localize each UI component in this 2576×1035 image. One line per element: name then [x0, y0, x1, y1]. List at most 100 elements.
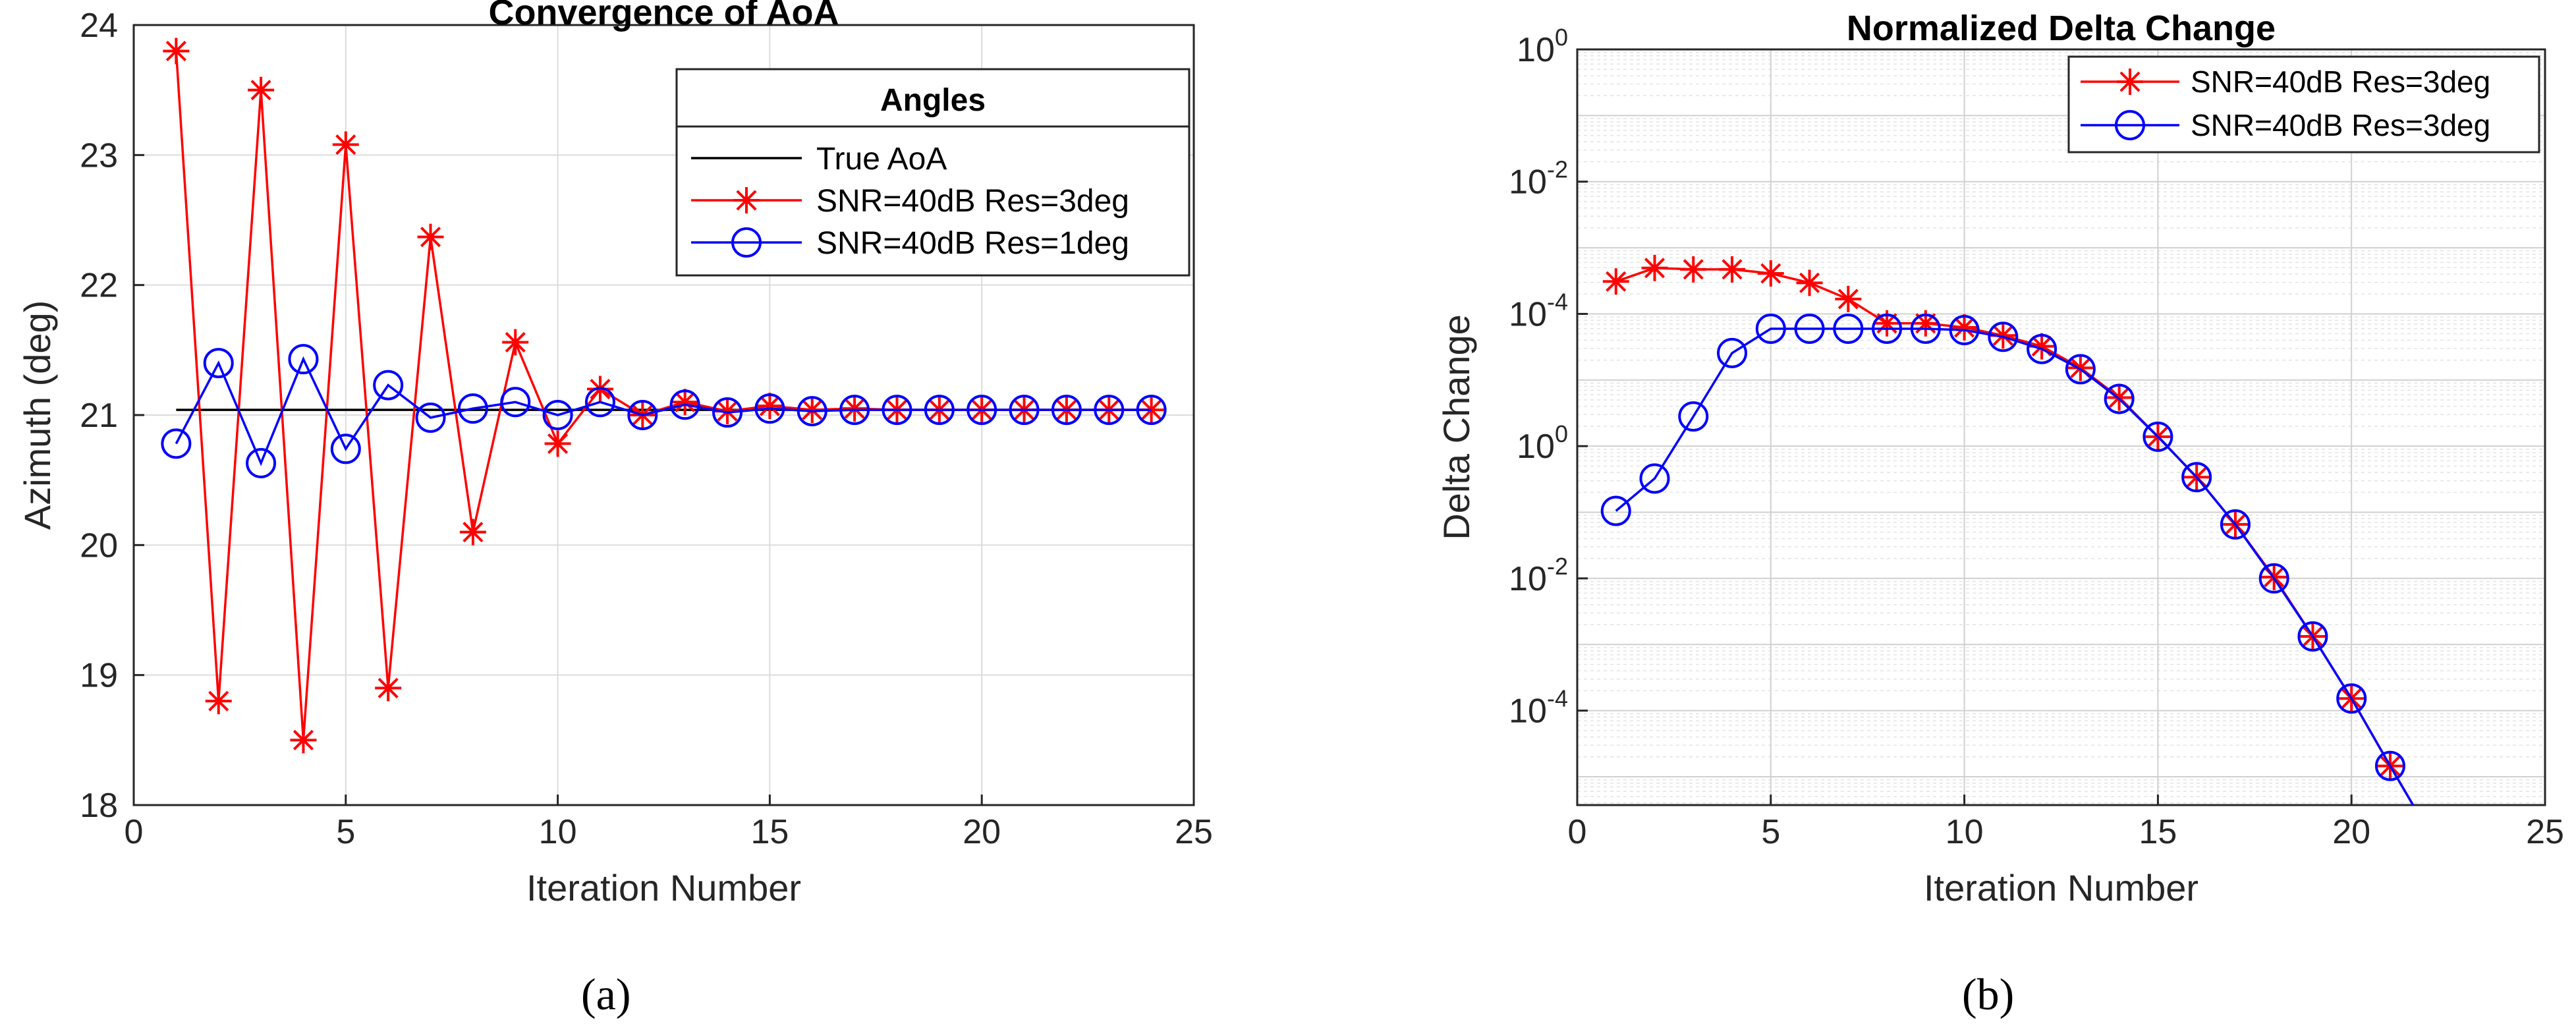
data-point-a-2 — [373, 370, 404, 401]
legend-box-a — [675, 68, 1190, 277]
series-line-a-2 — [175, 356, 1152, 466]
data-point-a-1 — [671, 389, 698, 416]
data-point-b-1 — [2104, 383, 2135, 414]
data-point-b-1 — [2258, 563, 2289, 594]
data-point-a-2 — [1136, 395, 1167, 426]
x-tick-label-a: 10 — [539, 813, 577, 851]
caption-b: (b) — [1962, 969, 2015, 1019]
data-point-b-0 — [1719, 256, 1746, 283]
data-point-b-1 — [1717, 337, 1748, 368]
data-point-b-1 — [1988, 322, 2019, 352]
y-tick-exp-b: -2 — [1547, 156, 1568, 183]
data-point-b-0 — [1757, 260, 1784, 287]
y-tick-base-b: 10 — [1517, 31, 1555, 69]
y-axis-label-b: Delta Change — [1436, 314, 1477, 540]
data-point-a-2 — [797, 396, 827, 427]
data-point-a-2 — [882, 395, 912, 426]
y-tick-label-b: 10-2 — [1509, 553, 1568, 598]
x-tick-label-b: 0 — [1568, 813, 1587, 851]
data-point-a-2 — [288, 344, 319, 375]
x-tick-label-b: 5 — [1761, 813, 1780, 851]
plot-area-b — [1577, 49, 2545, 805]
y-tick-base-b: 10 — [1509, 295, 1547, 333]
data-point-b-1 — [2181, 462, 2212, 493]
data-point-a-2 — [669, 389, 700, 420]
data-point-b-1 — [1678, 401, 1709, 432]
y-tick-label-b: 100 — [1517, 24, 1568, 69]
y-tick-label-a: 18 — [80, 787, 118, 825]
y-tick-exp-b: 0 — [1555, 24, 1568, 51]
data-point-b-1 — [1949, 315, 1980, 346]
y-tick-exp-b: -2 — [1547, 553, 1568, 580]
data-point-b-1 — [1639, 463, 1670, 494]
y-tick-label-a: 24 — [80, 7, 118, 45]
data-point-b-0 — [2416, 819, 2442, 845]
x-tick-label-a: 25 — [1175, 813, 1213, 851]
chart-title-a: Convergence of AoA — [488, 0, 839, 32]
data-point-b-0 — [1835, 285, 1862, 312]
data-point-b-1 — [1794, 313, 1825, 344]
data-point-b-1 — [1755, 313, 1786, 344]
data-point-a-2 — [584, 387, 615, 418]
data-point-a-1 — [714, 398, 741, 425]
data-point-b-0 — [1951, 314, 1978, 341]
x-tick-label-a: 0 — [125, 813, 144, 851]
data-point-a-2 — [627, 400, 658, 430]
data-point-a-1 — [502, 329, 529, 356]
data-point-b-1 — [2415, 818, 2443, 846]
data-point-a-1 — [798, 397, 826, 424]
data-point-b-1 — [2297, 621, 2328, 652]
y-tick-label-b: 10-2 — [1509, 156, 1568, 202]
data-point-b-1 — [2453, 890, 2481, 918]
data-point-b-1 — [2336, 683, 2367, 714]
data-point-a-2 — [330, 434, 361, 464]
data-point-a-2 — [1009, 395, 1040, 426]
data-point-a-1 — [205, 688, 232, 715]
data-point-b-1 — [2492, 969, 2520, 997]
y-tick-exp-b: 0 — [1555, 420, 1568, 447]
data-point-b-1 — [2065, 354, 2096, 385]
data-point-a-1 — [459, 518, 486, 545]
y-tick-label-a: 21 — [80, 397, 118, 435]
x-tick-label-a: 20 — [963, 813, 1001, 851]
data-point-b-0 — [1990, 322, 2017, 349]
data-point-b-0 — [1680, 256, 1707, 283]
x-tick-label-b: 20 — [2332, 813, 2370, 851]
data-point-a-1 — [417, 223, 444, 250]
data-point-a-2 — [542, 400, 573, 430]
data-point-a-1 — [841, 395, 868, 422]
legend-label-b-0: SNR=40dB Res=3deg — [2191, 65, 2490, 99]
data-point-a-1 — [248, 76, 275, 103]
legend-sample-a-2-marker — [731, 227, 762, 258]
data-point-b-1 — [1600, 495, 1631, 526]
y-tick-base-b: 10 — [1509, 163, 1547, 202]
data-point-a-2 — [415, 402, 446, 433]
data-point-a-2 — [203, 348, 234, 379]
y-tick-label-a: 23 — [80, 136, 118, 175]
y-tick-label-b: 10-4 — [1509, 685, 1568, 731]
data-point-a-1 — [375, 675, 402, 702]
data-point-a-2 — [924, 395, 955, 426]
legend-label-a-1: SNR=40dB Res=3deg — [816, 184, 1129, 219]
legend-label-a-0: True AoA — [816, 142, 947, 177]
series-a-2 — [161, 344, 1167, 479]
data-point-a-2 — [966, 395, 997, 426]
y-tick-base-b: 10 — [1509, 560, 1547, 598]
data-point-b-1 — [2374, 750, 2405, 781]
data-point-b-0 — [2493, 962, 2519, 988]
y-tick-label-b: 100 — [1517, 420, 1568, 466]
data-point-b-0 — [1912, 310, 1939, 337]
chart-b: 0 5 10 15 20 2510010-210-410010-210-4Normaliz… — [1436, 9, 2564, 997]
x-tick-label-b: 25 — [2526, 813, 2564, 851]
series-b-1 — [1600, 313, 2520, 997]
legend-a: Angles True AoA SNR=40dB Res=3deg SNR=40dB … — [675, 68, 1190, 277]
x-tick-label-a: 5 — [336, 813, 355, 851]
y-tick-exp-b: -4 — [1547, 685, 1568, 712]
data-point-a-1 — [290, 727, 317, 754]
data-point-a-2 — [754, 393, 785, 424]
data-point-b-0 — [1796, 269, 1823, 296]
data-point-a-1 — [544, 430, 571, 457]
y-tick-label-a: 19 — [80, 657, 118, 695]
data-point-b-0 — [1874, 310, 1901, 337]
y-tick-label-b: 10-4 — [1509, 288, 1568, 333]
